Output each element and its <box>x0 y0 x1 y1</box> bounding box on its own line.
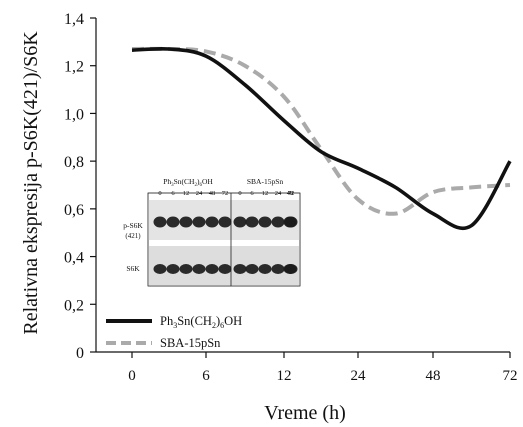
blot-row2-label: S6K <box>126 264 140 273</box>
blot-group2-label: SBA-15pSn <box>247 177 284 186</box>
blot-time-label: 12 <box>183 190 190 197</box>
blot-time-label: 24 <box>275 190 282 197</box>
blot-band-pS6K <box>271 216 285 228</box>
y-tick-label: 0,8 <box>64 154 84 171</box>
blot-time-label: 72 <box>288 190 295 197</box>
series-line-1 <box>131 46 512 231</box>
blot-band-pS6K <box>245 216 259 228</box>
series-lines <box>131 46 512 231</box>
y-tick-label: 1,2 <box>64 59 84 76</box>
blot-time-label: 48 <box>209 190 216 197</box>
y-tick-label: 0,6 <box>64 202 84 219</box>
blot-time-label: 6 <box>171 190 175 197</box>
blot-group1-label: Ph3Sn(CH2)6OH <box>163 177 213 188</box>
blot-band-S6K <box>205 264 219 274</box>
blot-row1-label-line2: (421) <box>125 232 141 240</box>
legend-label-series-2: SBA-15pSn <box>160 336 221 350</box>
blot-band-S6K <box>258 264 272 274</box>
x-tick-label: 24 <box>351 368 367 384</box>
legend-label-series-1: Ph3Sn(CH2)6OH <box>160 314 242 330</box>
blot-band-pS6K <box>153 216 167 228</box>
blot-band-pS6K <box>205 216 219 228</box>
blot-band-S6K <box>192 264 206 274</box>
blot-band-S6K <box>166 264 180 274</box>
x-tick-label: 0 <box>128 368 136 384</box>
y-tick-label: 0,4 <box>64 250 84 267</box>
blot-band-S6K <box>218 264 232 274</box>
blot-band-pS6K <box>192 216 206 228</box>
blot-band-S6K <box>179 264 193 274</box>
x-axis-label: Vreme (h) <box>264 402 346 424</box>
blot-time-label: 0 <box>238 190 241 197</box>
blot-band-pS6K <box>179 216 193 228</box>
blot-band-S6K <box>284 264 298 274</box>
western-blot-inset: Ph3Sn(CH2)6OH SBA-15pSn 0 6 12 24 48 72 0 6 12 24… <box>123 177 301 287</box>
blot-band-pS6K <box>233 216 247 228</box>
blot-time-label: 48 <box>287 190 294 197</box>
blot-row1-label-line1: p-S6K <box>123 221 143 230</box>
x-tick-label: 6 <box>202 368 210 384</box>
blot-band-pS6K <box>218 216 232 228</box>
y-tick-label: 0,2 <box>64 297 84 314</box>
blot-band-S6K <box>271 264 285 274</box>
y-tick-label: 0 <box>76 345 84 362</box>
x-tick-label: 12 <box>277 368 292 384</box>
y-axis-label: Relativna ekspresija p-S6K(421)/S6K <box>20 31 42 335</box>
blot-band-pS6K <box>284 216 298 228</box>
x-ticks: 0 6 12 24 48 72 <box>128 352 518 384</box>
blot-band-pS6K <box>166 216 180 228</box>
blot-frame <box>147 192 301 287</box>
blot-band-S6K <box>245 264 259 274</box>
y-tick-label: 1,4 <box>64 11 84 28</box>
blot-band-pS6K <box>258 216 272 228</box>
blot-time-label: 12 <box>262 190 269 197</box>
x-tick-label: 72 <box>503 368 518 384</box>
y-tick-label: 1,0 <box>64 106 84 123</box>
series-line-2 <box>131 46 511 216</box>
blot-time-label: 72 <box>222 190 229 197</box>
blot-time-label: 6 <box>250 190 254 197</box>
blot-time-label: 24 <box>196 190 203 197</box>
legend: Ph3Sn(CH2)6OH SBA-15pSn <box>106 314 242 350</box>
blot-bands <box>153 216 298 274</box>
x-tick-label: 48 <box>426 368 441 384</box>
y-ticks: 0 0,2 0,4 0,6 0,8 1,0 1,2 1,4 <box>64 11 96 362</box>
blot-band-S6K <box>233 264 247 274</box>
blot-band-S6K <box>153 264 167 274</box>
blot-time-label: 0 <box>158 190 161 197</box>
